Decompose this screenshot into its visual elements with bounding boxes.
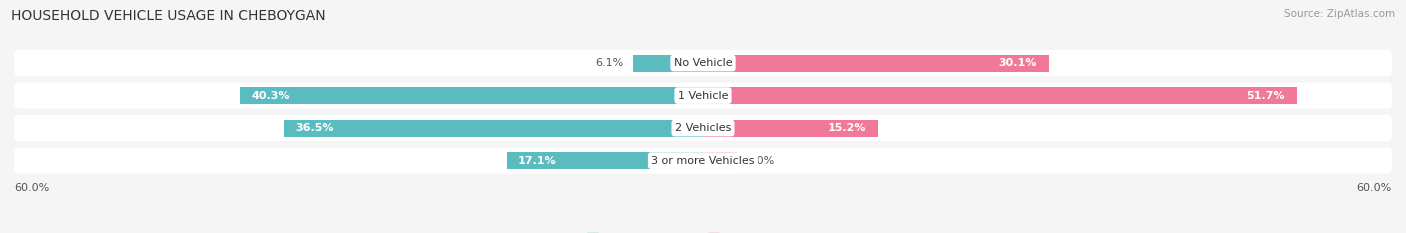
Text: 1 Vehicle: 1 Vehicle — [678, 91, 728, 101]
Text: 51.7%: 51.7% — [1247, 91, 1285, 101]
Text: 40.3%: 40.3% — [252, 91, 290, 101]
Bar — [633, 55, 703, 72]
Bar — [703, 152, 738, 169]
FancyBboxPatch shape — [14, 82, 1392, 109]
Text: 60.0%: 60.0% — [1357, 183, 1392, 193]
FancyBboxPatch shape — [14, 115, 1392, 141]
Text: 3.0%: 3.0% — [747, 156, 775, 166]
Bar — [240, 87, 703, 104]
Bar — [703, 120, 877, 137]
Bar — [284, 120, 703, 137]
Text: 15.2%: 15.2% — [828, 123, 866, 133]
Bar — [506, 152, 703, 169]
Text: 6.1%: 6.1% — [596, 58, 624, 68]
Text: 2 Vehicles: 2 Vehicles — [675, 123, 731, 133]
Bar — [703, 55, 1049, 72]
Text: 30.1%: 30.1% — [998, 58, 1038, 68]
Bar — [703, 87, 1296, 104]
Text: 60.0%: 60.0% — [14, 183, 49, 193]
Text: HOUSEHOLD VEHICLE USAGE IN CHEBOYGAN: HOUSEHOLD VEHICLE USAGE IN CHEBOYGAN — [11, 9, 326, 23]
Text: 3 or more Vehicles: 3 or more Vehicles — [651, 156, 755, 166]
Text: No Vehicle: No Vehicle — [673, 58, 733, 68]
FancyBboxPatch shape — [14, 147, 1392, 174]
FancyBboxPatch shape — [14, 50, 1392, 76]
Text: 36.5%: 36.5% — [295, 123, 333, 133]
Text: 17.1%: 17.1% — [519, 156, 557, 166]
Text: Source: ZipAtlas.com: Source: ZipAtlas.com — [1284, 9, 1395, 19]
